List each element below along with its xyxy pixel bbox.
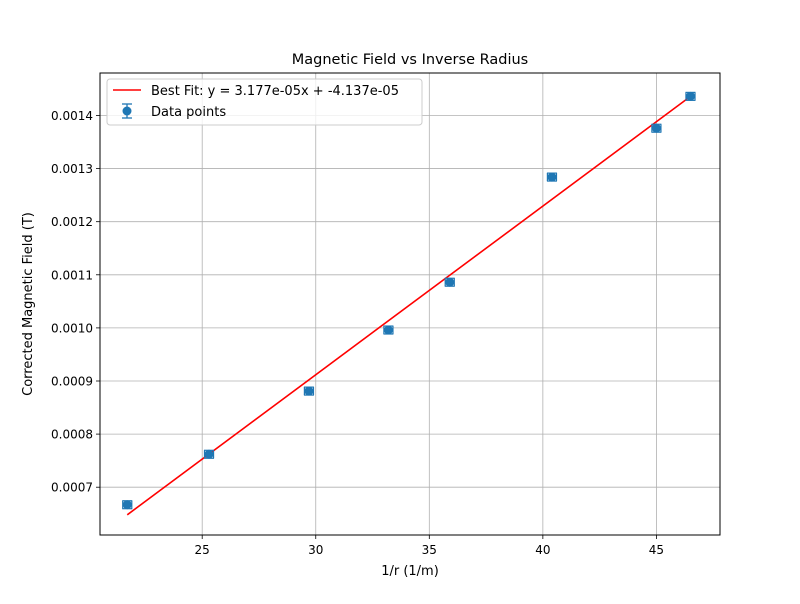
best-fit-line	[126, 95, 691, 516]
legend-box	[106, 78, 423, 126]
data-point-marker	[651, 123, 661, 133]
y-tick-label: 0.0007	[51, 481, 93, 495]
legend-points-swatch	[122, 103, 132, 119]
plot-frame	[99, 72, 721, 536]
x-axis-ticks: 25 30 35 40 45	[195, 535, 664, 557]
y-axis-ticks: 0.0007 0.0008 0.0009 0.0010 0.0011 0.0012 0.00…	[51, 109, 100, 495]
x-tick-label: 45	[649, 543, 664, 557]
data-points-layer	[122, 91, 696, 510]
y-tick-label: 0.0012	[51, 215, 93, 229]
data-point	[685, 91, 696, 101]
legend-points-label: Data points	[151, 105, 226, 120]
y-axis-label: Corrected Magnetic Field (T)	[21, 212, 36, 396]
data-point-marker	[547, 172, 557, 182]
y-tick-label: 0.0011	[51, 268, 93, 282]
data-point	[203, 449, 215, 459]
x-tick-label: 35	[422, 543, 437, 557]
data-point-marker	[304, 386, 314, 396]
data-point-marker	[445, 277, 455, 287]
data-point	[383, 325, 394, 335]
data-point	[651, 123, 662, 133]
fit-line-layer	[126, 95, 691, 516]
data-point-marker	[122, 500, 132, 510]
y-tick-label: 0.0014	[51, 109, 93, 123]
x-tick-label: 25	[195, 543, 210, 557]
y-tick-label: 0.0013	[51, 162, 93, 176]
data-point	[546, 172, 558, 182]
x-axis-label: 1/r (1/m)	[381, 564, 439, 579]
y-tick-label: 0.0009	[51, 375, 93, 389]
data-point	[122, 500, 133, 510]
data-point-marker	[204, 449, 214, 459]
y-tick-label: 0.0008	[51, 428, 93, 442]
grid-lines	[100, 73, 720, 535]
data-point-marker	[383, 325, 393, 335]
y-tick-label: 0.0010	[51, 321, 93, 335]
chart-title: Magnetic Field vs Inverse Radius	[292, 52, 528, 68]
data-point-marker	[685, 91, 695, 101]
x-tick-label: 30	[308, 543, 323, 557]
data-point	[444, 277, 455, 287]
data-point	[303, 386, 315, 396]
legend: Best Fit: y = 3.177e-05x + -4.137e-05 Da…	[106, 78, 423, 126]
x-tick-label: 40	[535, 543, 550, 557]
legend-fit-label: Best Fit: y = 3.177e-05x + -4.137e-05	[151, 84, 399, 99]
